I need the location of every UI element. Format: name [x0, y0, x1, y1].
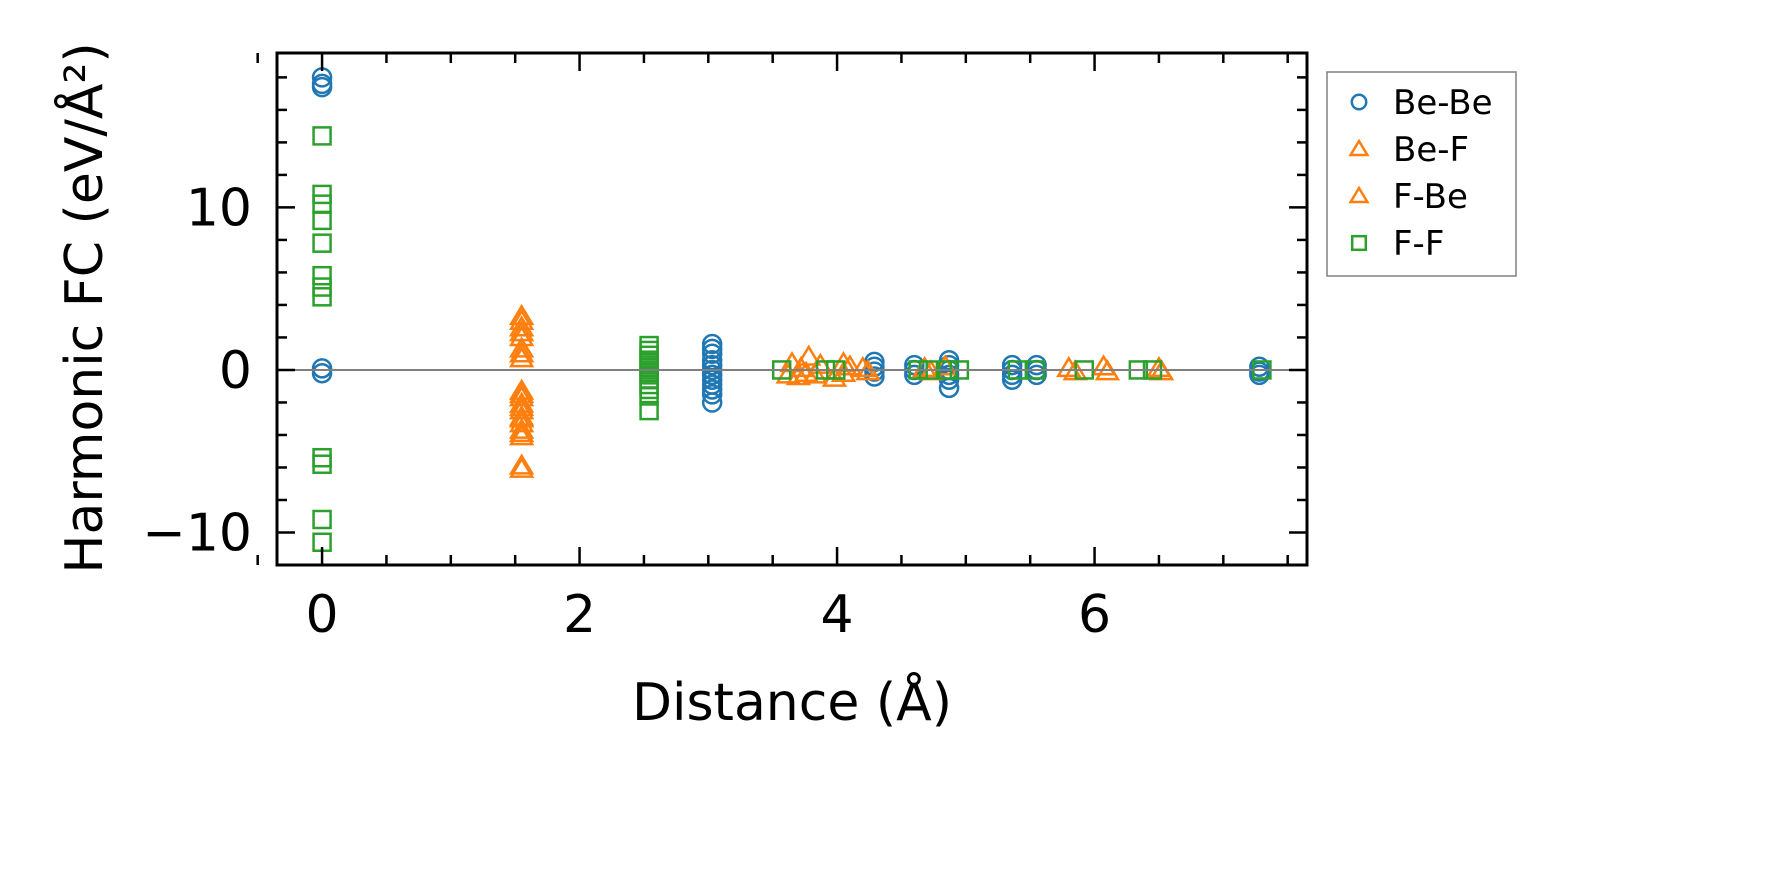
data-point	[508, 308, 535, 330]
data-point	[821, 365, 848, 387]
data-point	[508, 315, 535, 337]
x-axis-label: Distance (Å)	[632, 671, 952, 733]
data-point	[312, 277, 332, 297]
data-point	[796, 344, 822, 366]
data-point	[312, 126, 332, 146]
legend-box	[1326, 71, 1517, 277]
data-point	[508, 420, 535, 443]
data-point	[508, 417, 535, 439]
y-tick-label: −10	[142, 503, 252, 563]
data-point	[508, 456, 535, 478]
y-tick-label: 0	[219, 341, 252, 401]
data-point	[639, 386, 659, 406]
data-point	[508, 381, 535, 404]
legend-entry: Be-Be	[1393, 83, 1493, 123]
data-point	[785, 364, 812, 386]
data-point	[312, 184, 332, 205]
data-point	[312, 233, 332, 253]
legend-entry: Be-F	[1393, 130, 1469, 170]
tick-labels: 0 2 4 6 −10 0 10	[142, 178, 1111, 645]
data-point	[701, 392, 723, 413]
data-point	[508, 320, 535, 342]
y-axis-label: Harmonic FC (eV/Å²)	[53, 42, 115, 573]
legend-entry: F-Be	[1393, 177, 1468, 217]
data-point	[508, 336, 535, 358]
data-point	[312, 454, 332, 474]
data-point	[312, 509, 332, 530]
data-point	[788, 355, 814, 378]
data-point	[508, 341, 535, 363]
legend-marker	[1348, 185, 1370, 204]
axis-ticks	[256, 53, 1307, 567]
data-point	[701, 384, 723, 405]
x-tick-label: 0	[306, 585, 339, 645]
data-point	[508, 346, 535, 368]
plot-area-frame	[275, 51, 1309, 567]
data-point	[312, 265, 332, 286]
x-tick-label: 4	[821, 585, 854, 645]
data-point	[508, 424, 535, 446]
legend-marker	[1348, 138, 1370, 157]
legend-marker	[1350, 93, 1368, 111]
data-point	[312, 287, 332, 307]
data-point	[508, 453, 535, 475]
data-point	[311, 76, 333, 98]
data-point	[508, 406, 535, 428]
data-point	[1249, 364, 1270, 386]
data-point	[639, 400, 659, 421]
legend-marker	[1350, 234, 1368, 252]
data-point	[508, 394, 535, 417]
legend-entry: F-F	[1393, 224, 1444, 264]
legend: Be-Be Be-F F-Be F-F	[1326, 71, 1517, 277]
data-point	[312, 210, 332, 231]
x-tick-label: 6	[1078, 585, 1111, 645]
data-point	[508, 411, 535, 433]
data-point	[311, 362, 333, 384]
data-point	[1056, 355, 1082, 378]
data-point	[701, 343, 723, 364]
data-point	[807, 352, 834, 374]
y-tick-label: 10	[186, 178, 252, 238]
x-tick-label: 2	[563, 585, 596, 645]
